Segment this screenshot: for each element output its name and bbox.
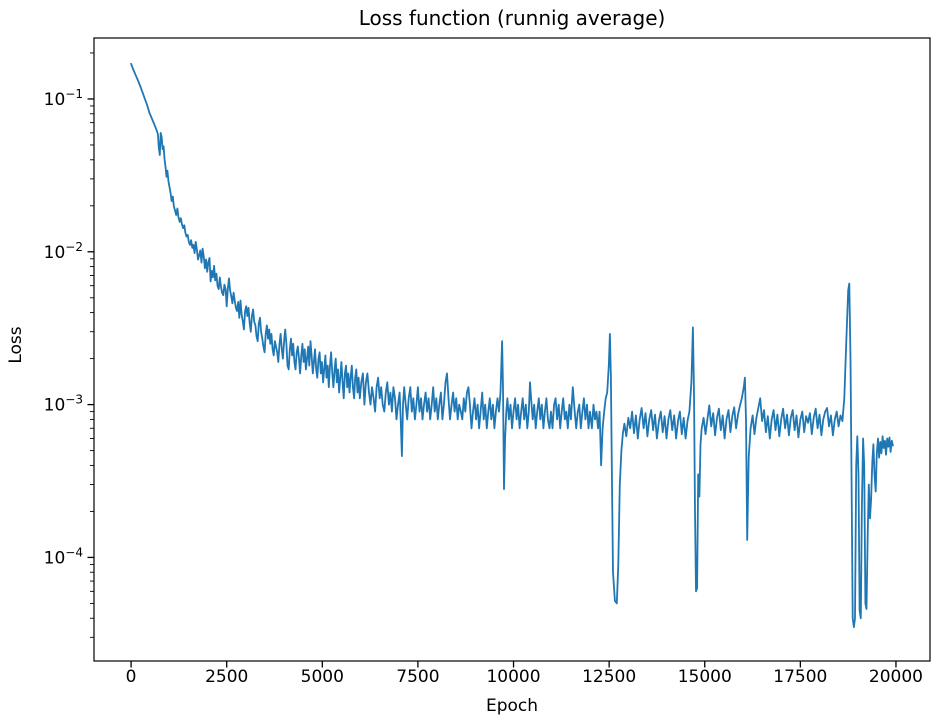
chart-title: Loss function (runnig average) (358, 6, 666, 30)
x-tick-label: 5000 (301, 667, 344, 687)
x-tick-label: 20000 (869, 667, 923, 687)
loss-line (130, 62, 894, 628)
plot-spines (93, 37, 931, 662)
x-tick-label: 10000 (486, 667, 540, 687)
x-tick-label: 2500 (205, 667, 248, 687)
y-axis-label: Loss (6, 326, 26, 364)
x-axis-label: Epoch (485, 696, 539, 716)
x-tick-label: 15000 (678, 667, 732, 687)
x-tick-label: 17500 (773, 667, 827, 687)
x-tick-label: 0 (126, 667, 137, 687)
x-tick-label: 12500 (582, 667, 636, 687)
x-tick-label: 7500 (396, 667, 439, 687)
